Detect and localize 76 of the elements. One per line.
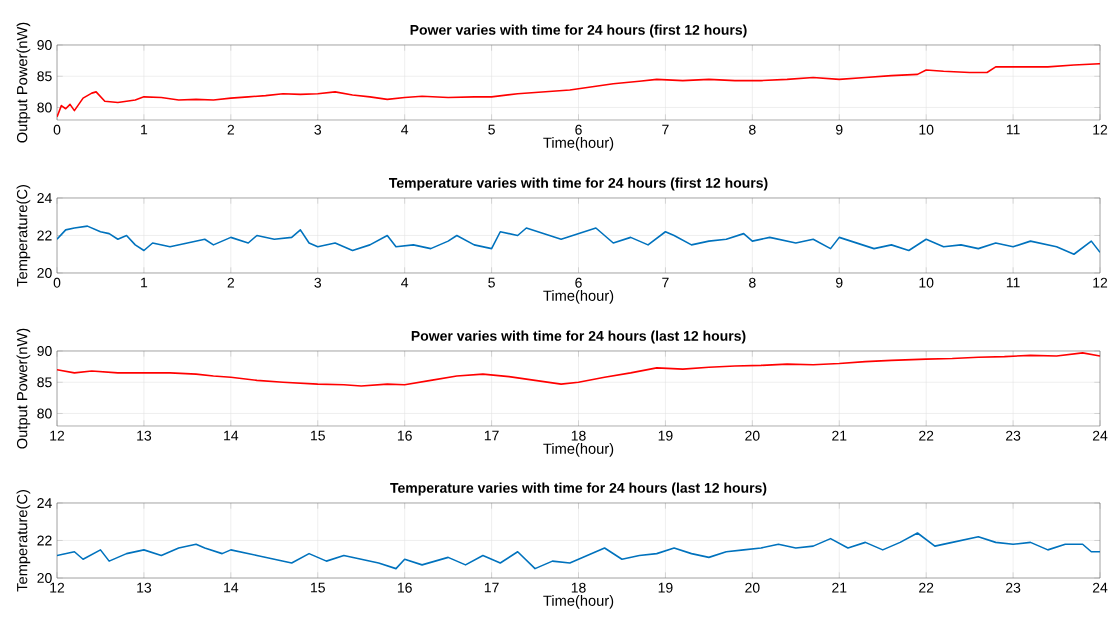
y-axis-title: Temperature(C) (16, 185, 31, 287)
x-tick-label: 11 (1006, 277, 1020, 288)
x-tick-label: 16 (397, 582, 412, 593)
x-tick-label: 24 (1092, 430, 1108, 441)
y-tick-label: 22 (37, 535, 52, 546)
x-tick-label: 7 (662, 277, 669, 288)
x-tick-label: 19 (658, 582, 673, 593)
x-tick-label: 17 (484, 430, 499, 441)
y-tick-label: 90 (37, 346, 52, 356)
y-tick-label: 85 (37, 377, 52, 388)
x-tick-label: 16 (397, 430, 412, 441)
x-axis-title: Time(hour) (543, 137, 614, 151)
y-tick-label: 20 (37, 268, 52, 278)
y-tick-label: 90 (37, 40, 52, 50)
chart-title: Temperature varies with time for 24 hours (first 12 hours) (388, 177, 768, 191)
x-tick-label: 23 (1006, 582, 1021, 593)
y-axis-title: Temperature(C) (16, 490, 31, 592)
x-tick-label: 2 (227, 277, 235, 288)
x-tick-label: 6 (575, 277, 582, 288)
y-tick-label: 20 (37, 573, 52, 583)
y-axis-title: Output Power(nW) (16, 22, 31, 143)
x-tick-label: 9 (836, 124, 843, 135)
x-tick-label: 9 (836, 277, 843, 288)
x-tick-label: 20 (745, 582, 760, 593)
x-tick-label: 14 (224, 582, 239, 593)
x-tick-label: 12 (1093, 124, 1108, 135)
x-tick-label: 2 (227, 124, 235, 135)
x-tick-label: 17 (484, 582, 499, 593)
x-tick-label: 8 (749, 277, 756, 288)
chart-title: Power varies with time for 24 hours (last 12 hours) (411, 330, 746, 344)
x-tick-label: 6 (575, 124, 582, 135)
x-tick-label: 11 (1006, 124, 1020, 135)
y-tick-label: 24 (37, 498, 52, 508)
y-tick-label: 24 (37, 193, 52, 203)
x-tick-label: 0 (53, 277, 61, 288)
x-axis-title: Time(hour) (543, 290, 614, 304)
x-tick-label: 1 (141, 124, 148, 135)
x-axis-title: Time(hour) (543, 443, 614, 457)
x-tick-label: 19 (658, 430, 673, 441)
x-tick-label: 5 (488, 124, 495, 135)
x-tick-label: 4 (401, 277, 409, 288)
x-tick-label: 8 (749, 124, 756, 135)
x-tick-label: 18 (571, 582, 586, 593)
x-tick-label: 12 (1093, 277, 1108, 288)
x-tick-label: 24 (1092, 582, 1108, 593)
x-tick-label: 21 (832, 430, 847, 441)
x-tick-label: 4 (401, 124, 409, 135)
x-tick-label: 15 (311, 582, 325, 593)
y-tick-label: 80 (37, 408, 52, 419)
x-tick-label: 3 (314, 277, 322, 288)
x-tick-label: 14 (224, 430, 239, 441)
x-tick-label: 12 (50, 430, 65, 441)
x-tick-label: 15 (311, 430, 325, 441)
x-tick-label: 7 (662, 124, 669, 135)
x-tick-label: 23 (1006, 430, 1021, 441)
x-tick-label: 5 (488, 277, 495, 288)
x-tick-label: 3 (314, 124, 322, 135)
x-tick-label: 18 (571, 430, 586, 441)
x-tick-label: 10 (919, 277, 934, 288)
x-axis-title: Time(hour) (543, 595, 614, 609)
chart-title: Temperature varies with time for 24 hours (last 12 hours) (390, 482, 767, 496)
x-tick-label: 22 (919, 582, 934, 593)
x-tick-label: 13 (137, 582, 152, 593)
x-tick-label: 13 (137, 430, 152, 441)
x-tick-label: 0 (53, 124, 61, 135)
y-tick-label: 22 (37, 230, 52, 241)
y-axis-title: Output Power(nW) (16, 328, 31, 449)
x-tick-label: 20 (745, 430, 760, 441)
x-tick-label: 22 (919, 430, 934, 441)
x-tick-label: 10 (919, 124, 934, 135)
x-tick-label: 12 (50, 582, 65, 593)
x-tick-label: 1 (141, 277, 148, 288)
chart-title: Power varies with time for 24 hours (first 12 hours) (410, 24, 747, 38)
x-tick-label: 21 (832, 582, 847, 593)
y-tick-label: 80 (37, 102, 52, 113)
y-tick-label: 85 (37, 71, 52, 82)
